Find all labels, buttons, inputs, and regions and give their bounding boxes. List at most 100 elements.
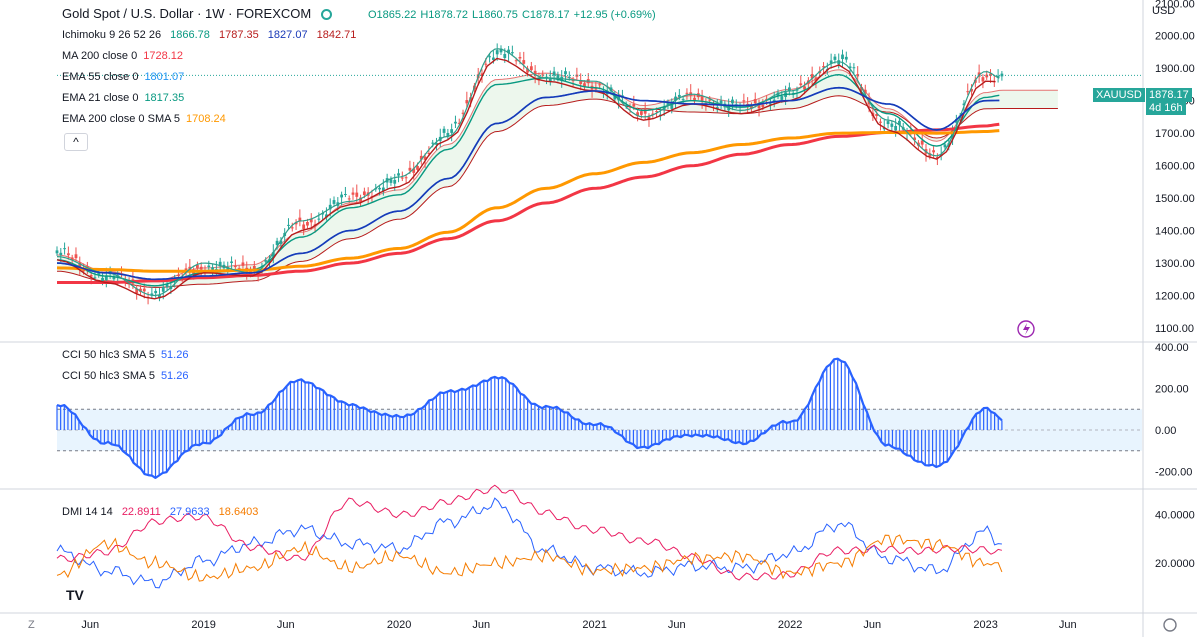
candle-body bbox=[731, 99, 734, 104]
symbol-tag: XAUUSD bbox=[1093, 88, 1145, 102]
price-axis-tick: 2000.00 bbox=[1155, 31, 1195, 43]
candle-body bbox=[89, 275, 93, 277]
candle-body bbox=[287, 224, 290, 226]
candle-body bbox=[928, 153, 932, 157]
candle-body bbox=[393, 179, 397, 184]
candle-body bbox=[898, 120, 901, 125]
price-axis-tick: 1600.00 bbox=[1155, 161, 1195, 173]
candle-body bbox=[112, 276, 116, 280]
candle-body bbox=[381, 187, 385, 192]
price-axis-tick: 1200.00 bbox=[1155, 291, 1195, 303]
legend-ema21[interactable]: EMA 21 close 0 1817.35 bbox=[62, 92, 185, 104]
candle-body bbox=[495, 50, 499, 55]
settings-icon bbox=[1163, 618, 1177, 632]
legend-ma200[interactable]: MA 200 close 0 1728.12 bbox=[62, 50, 183, 62]
candle-body bbox=[518, 56, 522, 59]
candle-body bbox=[833, 56, 837, 60]
price-axis-tick: 2100.00 bbox=[1155, 0, 1195, 10]
candle-body bbox=[632, 104, 636, 107]
candle-body bbox=[962, 103, 966, 106]
dmi-axis-tick: 20.0000 bbox=[1155, 558, 1195, 570]
candle-body bbox=[822, 66, 825, 68]
candle-body bbox=[359, 197, 362, 202]
candle-body bbox=[541, 74, 545, 76]
candle-body bbox=[344, 193, 347, 195]
candle-body bbox=[970, 88, 973, 92]
price-axis-tick: 1400.00 bbox=[1155, 226, 1195, 238]
candle-body bbox=[362, 191, 366, 196]
candle-body bbox=[101, 277, 104, 282]
candle-body bbox=[750, 105, 753, 109]
candle-body bbox=[996, 75, 1000, 78]
candle-body bbox=[321, 213, 325, 215]
candle-body bbox=[63, 248, 66, 250]
candle-body bbox=[408, 167, 412, 171]
bar-countdown-tag: 4d 16h bbox=[1146, 101, 1186, 115]
ohlc-o: O1865.22 bbox=[368, 9, 417, 21]
candle-body bbox=[416, 165, 419, 170]
candle-body bbox=[199, 266, 203, 270]
cci-axis-tick: 200.00 bbox=[1155, 384, 1189, 396]
ma200-line bbox=[57, 122, 1000, 284]
cci-line bbox=[56, 357, 1003, 479]
collapse-legend-button[interactable]: ^ bbox=[64, 133, 88, 151]
legend-cci-1[interactable]: CCI 50 hlc3 SMA 5 51.26 bbox=[62, 349, 189, 361]
candle-body bbox=[264, 260, 268, 262]
candle-body bbox=[491, 57, 495, 60]
candle-body bbox=[158, 294, 161, 299]
candle-body bbox=[510, 52, 514, 54]
candle-body bbox=[943, 144, 947, 148]
market-status-icon bbox=[320, 9, 332, 21]
ohlc-readout: O1865.22 H1878.72 L1860.75 C1878.17 +12.95 (… bbox=[368, 9, 660, 21]
candle-body bbox=[469, 97, 473, 102]
legend-ema200[interactable]: EMA 200 close 0 SMA 5 1708.24 bbox=[62, 113, 226, 125]
candle-body bbox=[548, 78, 552, 82]
candle-body bbox=[966, 91, 970, 93]
candle-body bbox=[309, 218, 313, 223]
time-axis-tick: Jun bbox=[863, 619, 881, 631]
legend-dmi[interactable]: DMI 14 14 22.8911 27.9633 18.6403 bbox=[62, 506, 259, 518]
candle-body bbox=[450, 129, 454, 133]
legend-cci-2[interactable]: CCI 50 hlc3 SMA 5 51.26 bbox=[62, 370, 189, 382]
candle-body bbox=[841, 54, 844, 60]
candle-body bbox=[97, 272, 101, 275]
candle-body bbox=[70, 257, 74, 261]
candle-body bbox=[233, 266, 237, 268]
candle-body bbox=[875, 114, 879, 117]
candle-body bbox=[389, 179, 393, 183]
candle-body bbox=[442, 128, 446, 133]
time-axis-tick: Jun bbox=[1059, 619, 1077, 631]
candle-body bbox=[757, 103, 761, 109]
candle-body bbox=[708, 99, 712, 101]
candle-body bbox=[932, 150, 935, 153]
candle-body bbox=[655, 111, 658, 113]
candle-body bbox=[761, 104, 765, 108]
candle-body bbox=[271, 252, 275, 257]
candle-body bbox=[351, 192, 355, 195]
tradingview-logo: TV bbox=[66, 587, 84, 603]
candle-body bbox=[890, 123, 894, 127]
candle-body bbox=[457, 122, 461, 124]
legend-ichimoku[interactable]: Ichimoku 9 26 52 26 1866.78 1787.35 1827… bbox=[62, 29, 357, 41]
candle-body bbox=[894, 125, 898, 131]
candle-body bbox=[852, 67, 856, 69]
ichimoku-cloud bbox=[57, 69, 1058, 288]
candle-body bbox=[431, 142, 435, 144]
candle-body bbox=[218, 261, 222, 267]
candle-body bbox=[526, 68, 529, 73]
candle-body bbox=[719, 100, 723, 105]
candle-body bbox=[981, 77, 985, 82]
ohlc-l: L1860.75 bbox=[472, 9, 518, 21]
candle-body bbox=[275, 240, 279, 245]
dmi-minus-line bbox=[56, 484, 1003, 581]
candle-body bbox=[104, 275, 108, 281]
time-axis-tick: Jun bbox=[668, 619, 686, 631]
candle-body bbox=[643, 109, 647, 114]
legend-ema55[interactable]: EMA 55 close 0 1801.07 bbox=[62, 71, 185, 83]
candle-body bbox=[93, 277, 97, 279]
time-axis-tick: Jun bbox=[277, 619, 295, 631]
candle-body bbox=[787, 87, 791, 91]
candle-body bbox=[507, 49, 510, 54]
time-axis-tick: 2022 bbox=[778, 619, 802, 631]
